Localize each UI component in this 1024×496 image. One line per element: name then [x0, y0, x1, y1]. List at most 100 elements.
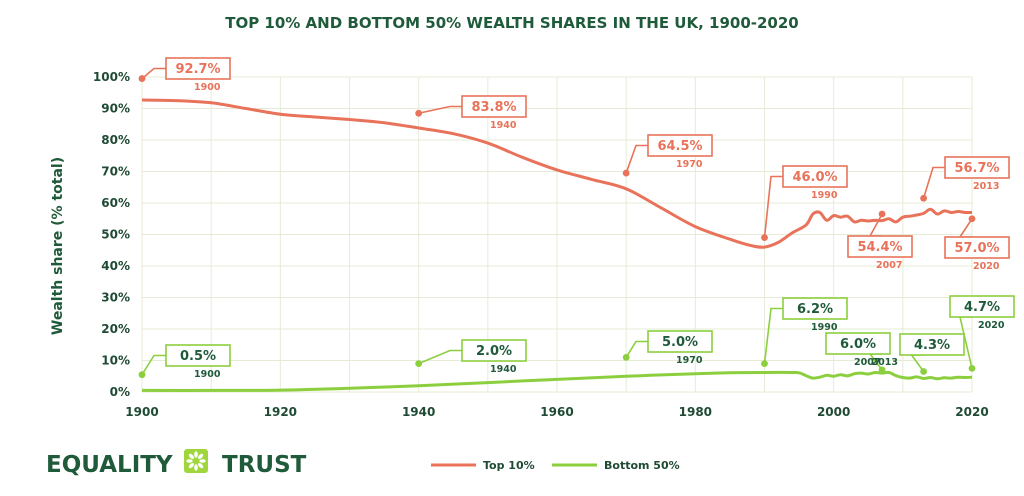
series-line-bottom50: [141, 370, 973, 392]
annotation-dot: [138, 371, 146, 379]
annotations: 92.7% 1900 83.8% 1940 64.5% 1970 46.0% 1990 54.4…: [138, 57, 1015, 380]
annotation-callout: 54.4% 2007: [847, 210, 913, 271]
annotation-box: [825, 332, 891, 355]
annotation-callout: 6.0% 2007: [825, 332, 891, 374]
chart-title: TOP 10% AND BOTTOM 50% WEALTH SHARES IN …: [225, 14, 799, 32]
annotation-leader: [625, 144, 648, 174]
logo-mark-petal: [194, 464, 198, 471]
annotation-box: [944, 236, 1010, 259]
y-tick-label: 30%: [101, 291, 130, 305]
annotation-dot: [968, 364, 976, 372]
annotation-year: 2020: [978, 320, 1005, 331]
annotation-year: 1990: [811, 322, 838, 333]
legend-label-bottom50: Bottom 50%: [604, 459, 680, 472]
logo-mark-petal: [188, 453, 194, 459]
annotation-box: [461, 95, 527, 118]
annotation-leader: [922, 166, 945, 199]
annotation-box: [949, 295, 1015, 318]
logo-mark-petal: [186, 459, 193, 463]
annotation-leader: [418, 105, 462, 115]
series-line-top10: [141, 98, 973, 249]
x-tick-label: 1960: [540, 405, 573, 419]
annotation-year: 2007: [876, 260, 902, 271]
annotation-value: 64.5%: [657, 139, 702, 154]
annotation-dot: [878, 366, 886, 374]
annotation-year: 1990: [811, 190, 838, 201]
y-axis-ticks: 0% 10% 20% 30% 40% 50% 60% 70% 80% 90% 100%: [93, 70, 130, 399]
logo-word-trust: TRUST: [222, 452, 307, 478]
annotation-dot: [622, 169, 630, 177]
logo-mark-petal: [198, 453, 204, 459]
annotation-leader: [763, 175, 783, 238]
y-tick-label: 10%: [101, 354, 130, 368]
y-tick-label: 50%: [101, 228, 130, 242]
annotation-value: 0.5%: [180, 349, 216, 364]
annotation-year: 2013: [872, 357, 898, 368]
annotation-leader: [625, 340, 648, 358]
annotation-callout: 4.3% 2013: [872, 333, 965, 375]
annotation-year: 1970: [676, 355, 703, 366]
annotation-dot: [761, 234, 768, 242]
annotation-value: 92.7%: [175, 62, 220, 77]
annotation-year: 1900: [194, 369, 221, 380]
annotation-box: [647, 330, 713, 353]
y-tick-label: 60%: [101, 196, 130, 210]
y-tick-label: 70%: [101, 165, 130, 179]
annotation-dot: [920, 368, 927, 375]
annotation-year: 2007: [854, 357, 880, 368]
annotation-year: 1940: [490, 364, 517, 375]
y-tick-label: 100%: [93, 70, 130, 84]
annotation-leader: [763, 307, 783, 364]
y-tick-label: 40%: [101, 259, 130, 273]
annotation-value: 56.7%: [954, 161, 999, 176]
annotation-value: 2.0%: [476, 344, 512, 359]
legend-label-top10: Top 10%: [483, 459, 535, 472]
annotation-dot: [415, 109, 423, 117]
series-lines: [141, 98, 973, 392]
annotation-dot: [878, 210, 886, 218]
logo-mark-petal: [198, 463, 204, 469]
logo-mark-icon: [184, 449, 208, 473]
annotation-value: 83.8%: [471, 100, 516, 115]
annotation-dot: [622, 353, 630, 361]
annotation-value: 57.0%: [954, 241, 999, 256]
annotation-box: [461, 339, 527, 362]
y-axis-label: Wealth share (% total): [50, 157, 66, 335]
legend: Top 10% Bottom 50%: [431, 459, 680, 472]
logo-mark-petal: [199, 459, 206, 463]
annotation-value: 4.7%: [964, 300, 1000, 315]
annotation-box: [165, 57, 231, 80]
annotation-value: 46.0%: [792, 170, 837, 185]
annotation-box: [847, 235, 913, 258]
annotation-callout: 64.5% 1970: [622, 134, 713, 177]
x-tick-label: 1900: [125, 405, 158, 419]
annotation-value: 6.2%: [797, 302, 833, 317]
annotation-dot: [415, 360, 423, 368]
logo-word-equality: EQUALITY: [46, 452, 173, 478]
annotation-box: [647, 134, 713, 157]
annotation-callout: 6.2% 1990: [761, 297, 848, 368]
y-tick-label: 0%: [110, 385, 130, 399]
annotation-value: 4.3%: [914, 338, 950, 353]
equality-trust-logo: EQUALITY TRUST: [46, 449, 307, 478]
annotation-callout: 5.0% 1970: [622, 330, 713, 366]
annotation-dot: [920, 194, 927, 202]
annotation-year: 1940: [490, 120, 517, 131]
annotation-callout: 57.0% 2020: [944, 215, 1010, 272]
annotation-year: 1970: [676, 159, 703, 170]
annotation-box: [944, 156, 1010, 179]
annotation-leader: [868, 213, 883, 237]
annotation-callout: 2.0% 1940: [415, 339, 527, 375]
annotation-dot: [761, 360, 768, 368]
annotation-box: [165, 344, 231, 367]
x-tick-label: 2020: [955, 405, 988, 419]
annotation-callout: 56.7% 2013: [920, 156, 1010, 202]
annotation-year: 2013: [973, 181, 999, 192]
annotation-leader: [141, 67, 166, 80]
y-tick-label: 90%: [101, 102, 130, 116]
annotation-leader: [418, 349, 462, 365]
annotation-callout: 46.0% 1990: [761, 165, 848, 242]
annotation-box: [899, 333, 965, 356]
annotation-box: [782, 297, 848, 320]
